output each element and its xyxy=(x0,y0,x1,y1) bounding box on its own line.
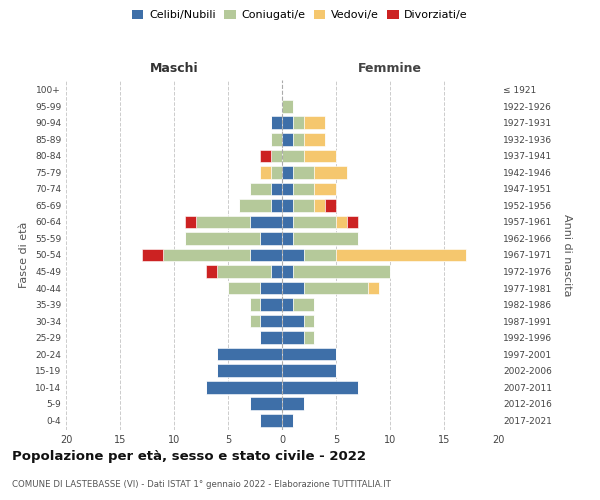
Bar xyxy=(314,199,325,212)
Bar xyxy=(282,331,304,344)
Bar xyxy=(271,265,282,278)
Bar xyxy=(282,380,358,394)
Bar xyxy=(282,199,293,212)
Text: Popolazione per età, sesso e stato civile - 2022: Popolazione per età, sesso e stato civil… xyxy=(12,450,366,463)
Bar xyxy=(228,282,260,294)
Bar xyxy=(260,414,282,426)
Bar xyxy=(282,364,336,377)
Bar xyxy=(282,166,293,179)
Bar xyxy=(293,232,358,245)
Bar xyxy=(271,150,282,162)
Bar xyxy=(271,133,282,146)
Bar xyxy=(304,331,314,344)
Bar xyxy=(163,248,250,262)
Bar xyxy=(217,348,282,360)
Text: Maschi: Maschi xyxy=(149,62,199,75)
Bar xyxy=(304,150,336,162)
Bar xyxy=(336,216,347,228)
Bar xyxy=(260,232,282,245)
Text: Femmine: Femmine xyxy=(358,62,422,75)
Bar xyxy=(282,232,293,245)
Bar xyxy=(206,265,217,278)
Bar xyxy=(314,182,336,196)
Text: COMUNE DI LASTEBASSE (VI) - Dati ISTAT 1° gennaio 2022 - Elaborazione TUTTITALIA: COMUNE DI LASTEBASSE (VI) - Dati ISTAT 1… xyxy=(12,480,391,489)
Bar xyxy=(206,380,282,394)
Bar xyxy=(293,265,390,278)
Bar xyxy=(293,199,314,212)
Bar xyxy=(293,133,304,146)
Bar xyxy=(282,265,293,278)
Bar xyxy=(282,248,304,262)
Bar xyxy=(260,331,282,344)
Bar xyxy=(185,216,196,228)
Bar xyxy=(304,282,368,294)
Bar xyxy=(250,298,260,311)
Bar xyxy=(217,364,282,377)
Bar xyxy=(260,166,271,179)
Bar xyxy=(368,282,379,294)
Bar xyxy=(217,265,271,278)
Bar xyxy=(271,116,282,130)
Bar xyxy=(260,298,282,311)
Bar xyxy=(271,182,282,196)
Y-axis label: Anni di nascita: Anni di nascita xyxy=(562,214,572,296)
Bar xyxy=(293,216,336,228)
Bar xyxy=(250,314,260,328)
Bar xyxy=(293,166,314,179)
Bar xyxy=(282,298,293,311)
Bar xyxy=(250,397,282,410)
Bar xyxy=(282,348,336,360)
Bar xyxy=(314,166,347,179)
Bar xyxy=(282,314,304,328)
Bar xyxy=(185,232,260,245)
Bar xyxy=(282,133,293,146)
Bar xyxy=(304,133,325,146)
Bar xyxy=(325,199,336,212)
Bar xyxy=(260,150,271,162)
Bar xyxy=(336,248,466,262)
Bar xyxy=(347,216,358,228)
Bar xyxy=(282,116,293,130)
Bar xyxy=(239,199,271,212)
Bar xyxy=(271,166,282,179)
Bar xyxy=(260,314,282,328)
Bar xyxy=(293,182,314,196)
Bar xyxy=(282,282,304,294)
Bar xyxy=(282,150,304,162)
Bar xyxy=(282,182,293,196)
Bar xyxy=(293,298,314,311)
Bar xyxy=(250,216,282,228)
Bar xyxy=(250,182,271,196)
Bar xyxy=(271,199,282,212)
Legend: Celibi/Nubili, Coniugati/e, Vedovi/e, Divorziati/e: Celibi/Nubili, Coniugati/e, Vedovi/e, Di… xyxy=(128,6,472,25)
Bar xyxy=(304,248,336,262)
Y-axis label: Fasce di età: Fasce di età xyxy=(19,222,29,288)
Bar xyxy=(282,216,293,228)
Bar xyxy=(293,116,304,130)
Bar xyxy=(250,248,282,262)
Bar xyxy=(304,314,314,328)
Bar xyxy=(282,397,304,410)
Bar xyxy=(304,116,325,130)
Bar xyxy=(282,414,293,426)
Bar xyxy=(196,216,250,228)
Bar xyxy=(142,248,163,262)
Bar xyxy=(282,100,293,113)
Bar xyxy=(260,282,282,294)
